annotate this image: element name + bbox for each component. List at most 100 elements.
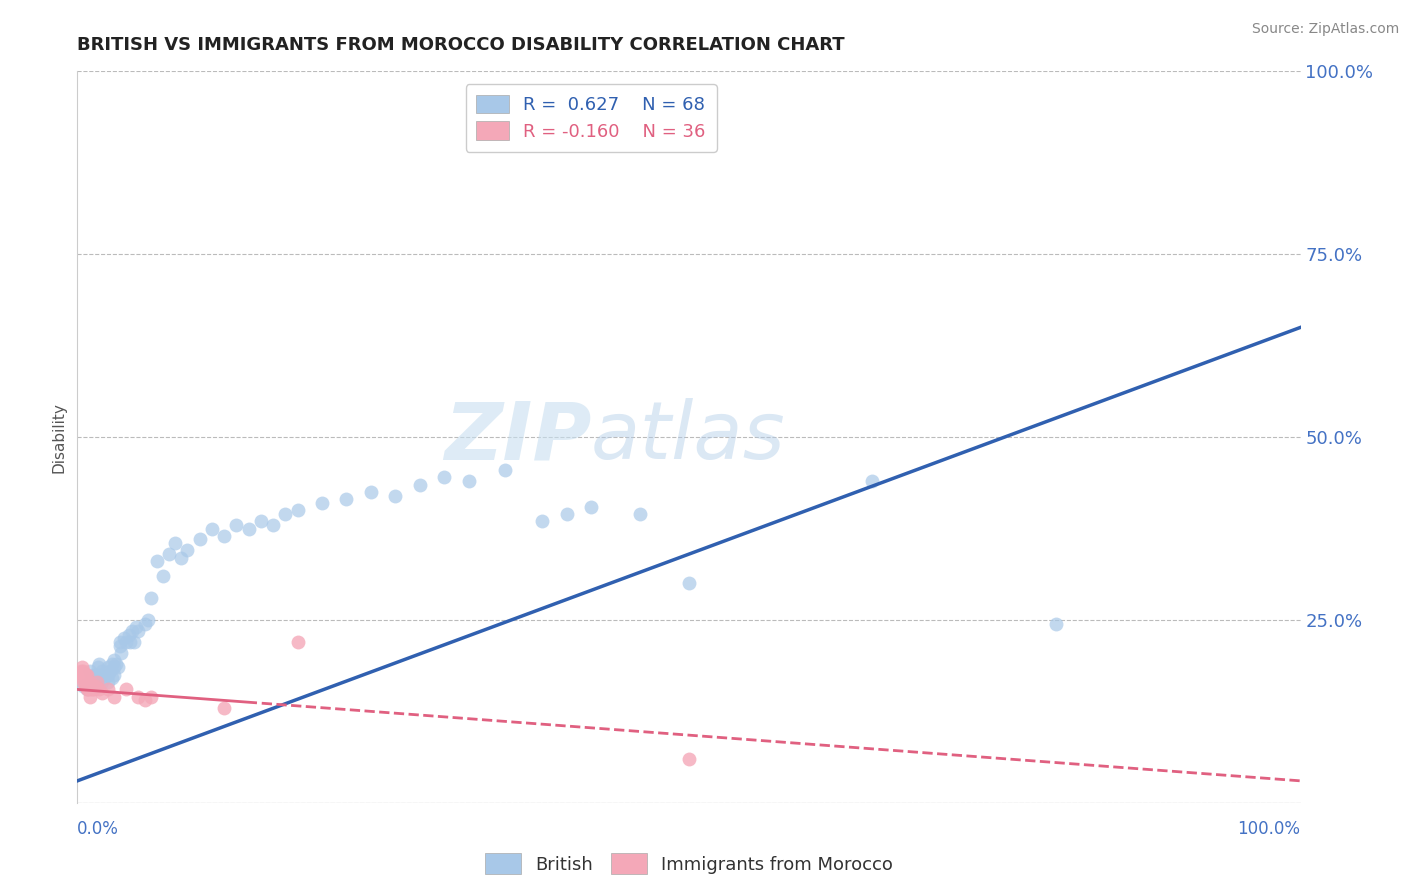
Point bbox=[84, 679, 107, 693]
Point bbox=[384, 489, 406, 503]
Point bbox=[72, 675, 94, 690]
Point bbox=[89, 657, 111, 671]
Point bbox=[77, 682, 100, 697]
Point bbox=[127, 690, 149, 704]
Point bbox=[93, 672, 115, 686]
Point bbox=[170, 550, 193, 565]
Point bbox=[225, 517, 247, 532]
Point bbox=[238, 521, 260, 535]
Point bbox=[90, 675, 112, 690]
Point bbox=[90, 667, 112, 681]
Point bbox=[90, 686, 112, 700]
Point bbox=[100, 672, 122, 686]
Point bbox=[531, 514, 554, 528]
Point bbox=[100, 657, 122, 671]
Point bbox=[311, 496, 333, 510]
Point bbox=[105, 657, 128, 671]
Point bbox=[139, 591, 162, 605]
Point bbox=[97, 675, 120, 690]
Point bbox=[84, 667, 107, 681]
Point bbox=[75, 675, 97, 690]
Point bbox=[90, 664, 112, 678]
Point bbox=[89, 682, 111, 697]
Point bbox=[79, 664, 101, 678]
Point bbox=[134, 616, 156, 631]
Point bbox=[75, 667, 97, 681]
Point bbox=[70, 664, 93, 678]
Point bbox=[287, 635, 309, 649]
Point bbox=[107, 660, 129, 674]
Point bbox=[157, 547, 180, 561]
Text: Source: ZipAtlas.com: Source: ZipAtlas.com bbox=[1251, 22, 1399, 37]
Point bbox=[212, 700, 235, 714]
Point bbox=[433, 470, 456, 484]
Point bbox=[112, 632, 135, 646]
Point bbox=[457, 474, 479, 488]
Point bbox=[82, 679, 104, 693]
Point bbox=[73, 679, 96, 693]
Point bbox=[335, 492, 357, 507]
Point bbox=[97, 660, 120, 674]
Point bbox=[262, 517, 284, 532]
Point bbox=[136, 613, 159, 627]
Point bbox=[76, 679, 98, 693]
Point bbox=[79, 675, 101, 690]
Point bbox=[250, 514, 273, 528]
Point bbox=[84, 679, 107, 693]
Point bbox=[80, 679, 103, 693]
Point bbox=[118, 635, 141, 649]
Point bbox=[409, 477, 432, 491]
Text: BRITISH VS IMMIGRANTS FROM MOROCCO DISABILITY CORRELATION CHART: BRITISH VS IMMIGRANTS FROM MOROCCO DISAB… bbox=[77, 36, 845, 54]
Point bbox=[115, 682, 138, 697]
Text: 0.0%: 0.0% bbox=[77, 820, 120, 838]
Point bbox=[73, 672, 96, 686]
Point bbox=[86, 675, 108, 690]
Point bbox=[97, 682, 120, 697]
Point bbox=[79, 675, 101, 690]
Point bbox=[1045, 616, 1067, 631]
Point bbox=[678, 752, 700, 766]
Point bbox=[72, 667, 94, 681]
Point bbox=[97, 667, 120, 681]
Point bbox=[72, 664, 94, 678]
Point bbox=[70, 672, 93, 686]
Point bbox=[125, 620, 148, 634]
Point bbox=[76, 682, 98, 697]
Point bbox=[76, 667, 98, 681]
Point bbox=[79, 690, 101, 704]
Point bbox=[287, 503, 309, 517]
Point bbox=[360, 485, 382, 500]
Point bbox=[98, 664, 121, 678]
Point bbox=[201, 521, 224, 535]
Point bbox=[118, 627, 141, 641]
Point bbox=[80, 672, 103, 686]
Point bbox=[495, 463, 517, 477]
Point bbox=[83, 682, 105, 697]
Point bbox=[212, 529, 235, 543]
Point bbox=[165, 536, 187, 550]
Point bbox=[70, 660, 93, 674]
Point bbox=[152, 569, 174, 583]
Point bbox=[176, 543, 198, 558]
Point bbox=[108, 639, 131, 653]
Point bbox=[108, 635, 131, 649]
Point bbox=[103, 653, 125, 667]
Point bbox=[87, 660, 110, 674]
Point bbox=[77, 675, 100, 690]
Point bbox=[103, 690, 125, 704]
Point bbox=[72, 679, 94, 693]
Point bbox=[103, 667, 125, 681]
Point bbox=[121, 624, 143, 638]
Point bbox=[76, 682, 98, 697]
Legend: British, Immigrants from Morocco: British, Immigrants from Morocco bbox=[477, 847, 901, 881]
Point bbox=[862, 474, 884, 488]
Text: ZIP: ZIP bbox=[444, 398, 591, 476]
Point bbox=[122, 635, 145, 649]
Point bbox=[555, 507, 578, 521]
Point bbox=[274, 507, 297, 521]
Y-axis label: Disability: Disability bbox=[51, 401, 66, 473]
Text: atlas: atlas bbox=[591, 398, 786, 476]
Point bbox=[110, 646, 132, 660]
Point bbox=[127, 624, 149, 638]
Point bbox=[139, 690, 162, 704]
